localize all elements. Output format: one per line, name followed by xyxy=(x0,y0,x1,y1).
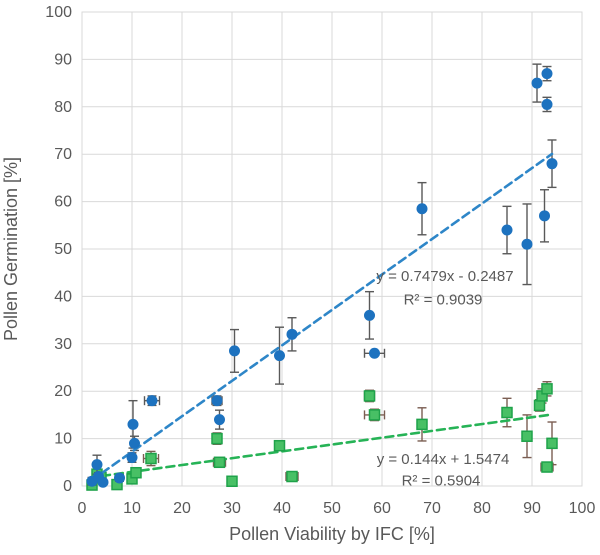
data-point-germination-vs-ifc-green xyxy=(145,452,157,465)
plot-border xyxy=(81,11,583,487)
data-point-germination-vs-ifc-blue xyxy=(97,476,109,488)
data-point-germination-vs-ifc-blue xyxy=(114,472,125,484)
data-point-germination-vs-ifc-green xyxy=(533,399,546,412)
data-point-germination-vs-ifc-green xyxy=(546,437,558,450)
data-point-germination-vs-ifc-blue xyxy=(91,459,103,471)
x-tick-label: 90 xyxy=(523,500,541,517)
data-point-germination-vs-ifc-green xyxy=(211,432,223,445)
data-point-germination-vs-ifc-blue xyxy=(416,203,428,215)
trendline-germination-vs-ifc-blue xyxy=(100,152,554,475)
data-point-germination-vs-ifc-green xyxy=(286,470,298,483)
data-point-germination-vs-ifc-green xyxy=(213,456,226,469)
data-point-germination-vs-ifc-blue xyxy=(146,395,158,407)
data-point-germination-vs-ifc-green xyxy=(521,430,533,442)
y-tick-label: 100 xyxy=(45,4,72,21)
data-point-germination-vs-ifc-blue xyxy=(539,210,550,222)
data-point-germination-vs-ifc-blue xyxy=(229,345,240,357)
y-axis-title: Pollen Germination [%] xyxy=(1,157,21,341)
data-point-germination-vs-ifc-green xyxy=(541,461,553,473)
y-tick-label: 40 xyxy=(54,288,72,305)
data-point-germination-vs-ifc-green xyxy=(501,406,513,419)
data-point-germination-vs-ifc-blue xyxy=(126,452,138,464)
data-point-germination-vs-ifc-blue xyxy=(531,77,543,89)
x-tick-label: 80 xyxy=(473,500,491,517)
x-tick-label: 10 xyxy=(123,500,141,517)
data-point-germination-vs-ifc-green xyxy=(226,475,238,488)
data-point-germination-vs-ifc-green xyxy=(368,409,381,421)
x-tick-label: 50 xyxy=(323,500,341,517)
data-point-germination-vs-ifc-blue xyxy=(127,418,139,430)
trendline-r2: R² = 0.5904 xyxy=(402,472,481,489)
y-tick-label: 50 xyxy=(54,241,72,258)
x-tick-label: 70 xyxy=(423,500,441,517)
x-tick-label: 30 xyxy=(223,500,241,517)
data-point-germination-vs-ifc-blue xyxy=(546,158,558,170)
data-point-germination-vs-ifc-blue xyxy=(541,68,553,80)
data-point-germination-vs-ifc-blue xyxy=(369,347,380,359)
data-point-germination-vs-ifc-blue xyxy=(364,309,375,321)
data-point-germination-vs-ifc-blue xyxy=(129,437,140,449)
data-point-germination-vs-ifc-green xyxy=(541,383,553,395)
x-tick-label: 20 xyxy=(173,500,191,517)
y-tick-label: 0 xyxy=(63,478,72,495)
series-germination-vs-ifc-blue: y = 0.7479x - 0.2487 R² = 0.9039 xyxy=(86,63,558,488)
data-point-germination-vs-ifc-blue xyxy=(501,224,513,236)
y-tick-label: 70 xyxy=(54,146,72,163)
x-tick-label: 100 xyxy=(569,500,596,517)
data-point-germination-vs-ifc-green xyxy=(273,439,286,452)
y-tick-label: 30 xyxy=(54,336,72,353)
y-tick-label: 20 xyxy=(54,383,72,400)
trendline-r2: R² = 0.9039 xyxy=(404,292,483,309)
trendline-germination-vs-ifc-green xyxy=(100,413,554,478)
trendline-equation: y = 0.7479x - 0.2487 xyxy=(376,268,513,285)
y-tick-label: 60 xyxy=(54,194,72,211)
data-point-germination-vs-ifc-green xyxy=(416,418,428,431)
data-point-germination-vs-ifc-green xyxy=(363,390,376,402)
y-tick-label: 10 xyxy=(54,431,72,448)
trendline-equation: y = 0.144x + 1.5474 xyxy=(377,451,510,468)
data-point-germination-vs-ifc-blue xyxy=(214,414,225,426)
data-point-germination-vs-ifc-blue xyxy=(521,238,533,250)
data-point-germination-vs-ifc-blue xyxy=(211,395,223,407)
x-tick-label: 60 xyxy=(373,500,391,517)
y-tick-label: 90 xyxy=(54,51,72,68)
data-point-germination-vs-ifc-blue xyxy=(541,98,553,110)
x-tick-label: 0 xyxy=(78,500,87,517)
data-point-germination-vs-ifc-green xyxy=(130,466,142,479)
x-axis-title: Pollen Viability by IFC [%] xyxy=(229,524,435,544)
x-tick-label: 40 xyxy=(273,500,291,517)
data-point-germination-vs-ifc-blue xyxy=(286,328,298,340)
data-point-germination-vs-ifc-blue xyxy=(274,350,285,362)
y-tick-label: 80 xyxy=(54,99,72,116)
